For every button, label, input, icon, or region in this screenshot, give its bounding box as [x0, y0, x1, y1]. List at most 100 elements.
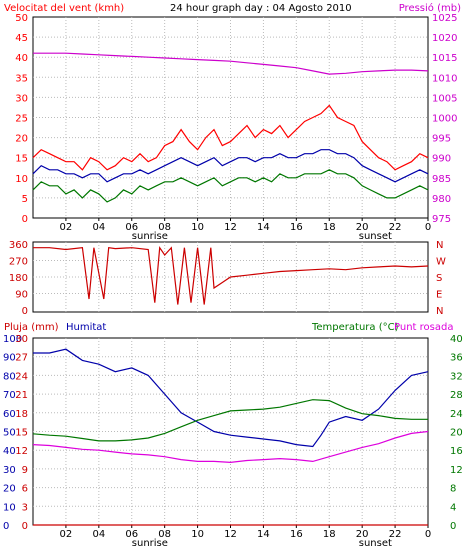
pressure-tick-label: 1005: [432, 93, 457, 104]
humidity-panel-series-line: [32, 399, 428, 442]
pressure-tick-label: 1015: [432, 53, 457, 64]
humidity-tick-label: 0: [3, 521, 9, 532]
pressure-tick-label: 995: [432, 134, 451, 145]
x-tick-label: 18: [323, 222, 336, 233]
compass-label: N: [436, 240, 443, 251]
temperature-tick-label: 40: [450, 334, 463, 345]
x-tick-label: 12: [224, 222, 237, 233]
compass-label: W: [436, 257, 446, 268]
x-tick-label: 08: [158, 529, 171, 540]
rain-tick-label: 6: [22, 484, 28, 495]
wind-tick-label: 15: [15, 154, 28, 165]
wind-ylabel: Velocitat del vent (kmh): [4, 3, 124, 14]
x-tick-label: 16: [290, 222, 303, 233]
wind-series-line: [33, 52, 429, 75]
direction-tick-label: 270: [9, 257, 28, 268]
direction-tick-label: 90: [15, 290, 28, 301]
sunset-label: sunset: [359, 231, 392, 242]
x-tick-label: 04: [92, 222, 105, 233]
pressure-tick-label: 975: [432, 214, 451, 225]
pressure-tick-label: 1010: [432, 73, 457, 84]
humidity-tick-label: 70: [3, 390, 16, 401]
sunset-label: sunset: [359, 538, 392, 549]
pressure-tick-label: 990: [432, 154, 451, 165]
humidity-tick-label: 30: [3, 465, 16, 476]
wind-series-line: [32, 149, 429, 183]
pressure-tick-label: 985: [432, 174, 451, 185]
humidity-tick-label: 80: [3, 371, 16, 382]
pressure-ylabel: Pressió (mb): [399, 2, 461, 14]
pressure-tick-label: 1000: [432, 114, 457, 125]
x-tick-label: 02: [60, 222, 73, 233]
x-tick-label: 0: [425, 529, 431, 540]
x-tick-label: 10: [191, 529, 204, 540]
humidity-panel-series-line: [32, 430, 429, 464]
wind-tick-label: 50: [15, 13, 28, 24]
wind-series-line: [32, 169, 429, 203]
dewpoint-ylabel: Punt rosada: [394, 322, 453, 333]
x-tick-label: 16: [290, 529, 303, 540]
x-tick-label: 14: [257, 222, 270, 233]
sunrise-label: sunrise: [132, 231, 168, 242]
x-tick-label: 06: [125, 529, 138, 540]
rain-ylabel: Pluja (mm): [4, 322, 59, 333]
humidity-tick-label: 60: [3, 409, 16, 420]
rain-tick-label: 9: [22, 465, 28, 476]
humidity-tick-label: 10: [3, 502, 16, 513]
temperature-tick-label: 8: [450, 484, 456, 495]
rain-tick-label: 12: [15, 446, 28, 457]
x-tick-label: 20: [356, 529, 369, 540]
x-tick-label: 12: [224, 529, 237, 540]
x-tick-label: 10: [191, 222, 204, 233]
x-tick-label: 20: [356, 222, 369, 233]
temperature-ylabel: Temperatura (°C): [311, 322, 399, 333]
compass-label: N: [436, 306, 443, 317]
x-tick-label: 04: [92, 529, 105, 540]
humidity-tick-label: 40: [3, 446, 16, 457]
wind-tick-label: 35: [15, 73, 28, 84]
x-tick-label: 14: [257, 529, 270, 540]
direction-tick-label: 0: [22, 306, 28, 317]
temperature-tick-label: 24: [450, 409, 463, 420]
wind-tick-label: 5: [22, 194, 28, 205]
wind-tick-label: 20: [15, 134, 28, 145]
direction-tick-label: 360: [9, 240, 28, 251]
rain-tick-label: 30: [15, 334, 28, 345]
pressure-tick-label: 1020: [432, 33, 457, 44]
rain-tick-label: 3: [22, 502, 28, 513]
wind-tick-label: 0: [22, 214, 28, 225]
temperature-tick-label: 16: [450, 446, 463, 457]
temperature-tick-label: 20: [450, 428, 463, 439]
rain-tick-label: 21: [15, 390, 28, 401]
humidity-tick-label: 100: [3, 334, 22, 345]
temperature-tick-label: 0: [450, 521, 456, 532]
rain-tick-label: 15: [15, 428, 28, 439]
direction-series-line: [33, 245, 429, 305]
direction-tick-label: 180: [9, 273, 28, 284]
wind-series-line: [32, 104, 429, 171]
wind-tick-label: 25: [15, 114, 28, 125]
x-tick-label: 18: [323, 529, 336, 540]
humidity-tick-label: 20: [3, 484, 16, 495]
temperature-tick-label: 28: [450, 390, 463, 401]
temperature-tick-label: 12: [450, 465, 463, 476]
x-tick-label: 22: [389, 529, 402, 540]
humidity-ylabel: Humitat: [66, 322, 106, 333]
rain-tick-label: 0: [22, 521, 28, 532]
wind-tick-label: 30: [15, 93, 28, 104]
x-tick-label: 22: [389, 222, 402, 233]
rain-tick-label: 24: [15, 371, 28, 382]
wind-tick-label: 10: [15, 174, 28, 185]
rain-tick-label: 18: [15, 409, 28, 420]
humidity-tick-label: 90: [3, 353, 16, 364]
x-tick-label: 08: [158, 222, 171, 233]
humidity-panel-series-line: [33, 348, 429, 448]
wind-tick-label: 40: [15, 53, 28, 64]
temperature-tick-label: 32: [450, 371, 463, 382]
rain-tick-label: 27: [15, 353, 28, 364]
wind-tick-label: 45: [15, 33, 28, 44]
temperature-tick-label: 36: [450, 353, 463, 364]
temperature-tick-label: 4: [450, 502, 456, 513]
